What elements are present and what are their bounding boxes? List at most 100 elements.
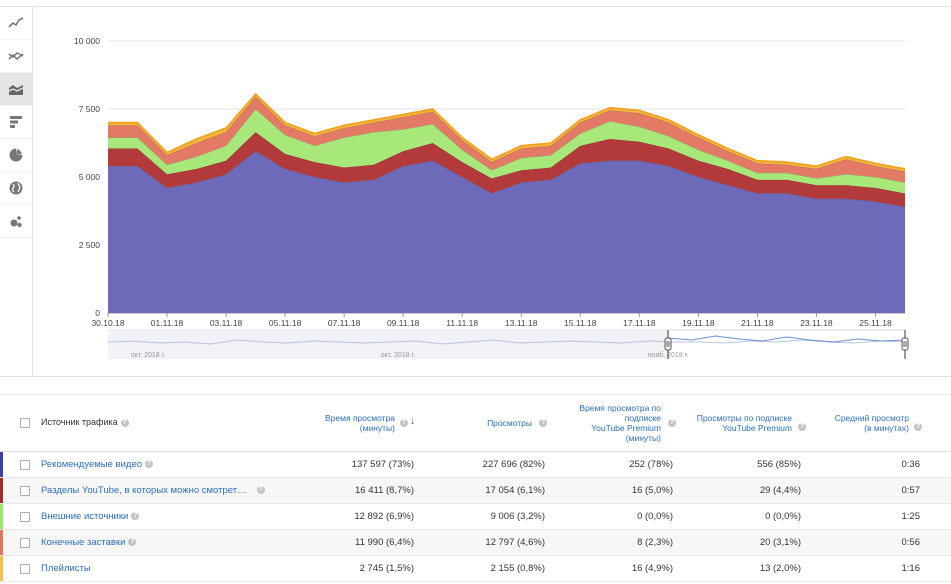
row-checkbox[interactable]	[20, 460, 30, 470]
source-link[interactable]: Конечные заставки?	[41, 537, 137, 548]
y-tick-label: 5 000	[79, 172, 101, 182]
line-chart-icon	[8, 17, 24, 28]
series-color-bar	[0, 556, 3, 581]
views-cell: 17 054 (6,1%)	[485, 485, 545, 496]
premium-views-column-header[interactable]: Просмотры по подписке YouTube Premium	[696, 413, 792, 433]
x-tick-label: 23.11.18	[800, 318, 833, 328]
stacked-area-chart-icon	[8, 85, 24, 95]
y-tick-label: 0	[95, 308, 100, 318]
source-link[interactable]: Рекомендуемые видео?	[41, 459, 154, 470]
navigator-selected-line	[667, 335, 906, 343]
help-icon[interactable]: ?	[798, 423, 806, 431]
x-tick-label: 11.11.18	[446, 318, 478, 328]
chart-type-sidebar	[0, 6, 33, 377]
views-cell: 12 797 (4,6%)	[485, 537, 545, 548]
watch-time-cell: 16 411 (8,7%)	[355, 485, 414, 496]
series-color-bar	[0, 452, 3, 477]
help-icon[interactable]: ?	[400, 419, 408, 427]
bar-chart-button[interactable]	[0, 106, 32, 139]
globe-icon	[9, 181, 23, 195]
table-row: Рекомендуемые видео? 137 597 (73%) 227 6…	[0, 452, 951, 478]
source-link[interactable]: Внешние источники?	[41, 511, 140, 522]
help-icon[interactable]: ?	[128, 538, 137, 547]
help-icon[interactable]: ?	[256, 486, 265, 495]
top-border	[32, 6, 951, 7]
table-header: Источник трафика? Время просмотра (минут…	[0, 394, 951, 452]
views-column-header[interactable]: Просмотры	[487, 418, 532, 428]
x-tick-label: 15.11.18	[564, 318, 597, 328]
multi-line-chart-icon	[8, 52, 24, 61]
x-tick-label: 09.11.18	[387, 318, 420, 328]
pie-chart-button[interactable]	[0, 139, 32, 172]
avg-view-cell: 0:57	[901, 485, 921, 496]
area-series-3	[108, 96, 905, 183]
watch-time-cell: 12 892 (6,9%)	[354, 511, 414, 522]
help-icon[interactable]: ?	[120, 418, 129, 427]
views-cell: 9 006 (3,2%)	[490, 511, 545, 522]
premium-views-cell: 556 (85%)	[757, 459, 801, 470]
source-link[interactable]: Разделы YouTube, в которых можно смотрет…	[41, 485, 265, 496]
select-all-checkbox[interactable]	[20, 418, 30, 428]
x-tick-label: 05.11.18	[269, 318, 302, 328]
help-icon[interactable]: ?	[668, 419, 676, 427]
premium-views-cell: 13 (2,0%)	[759, 563, 801, 574]
navigator-handle[interactable]	[664, 337, 672, 351]
premium-time-cell: 16 (4,9%)	[631, 563, 673, 574]
x-tick-label: 19.11.18	[682, 318, 715, 328]
help-icon[interactable]: ?	[145, 460, 154, 469]
multi-line-chart-button[interactable]	[0, 40, 32, 73]
line-chart-button[interactable]	[0, 7, 32, 40]
area-series-line-3	[108, 96, 906, 172]
avg-view-column-header[interactable]: Средний просмотр (в минутах)	[834, 413, 909, 433]
x-tick-label: 03.11.18	[210, 318, 243, 328]
avg-view-cell: 1:16	[901, 563, 921, 574]
globe-button[interactable]	[0, 172, 32, 205]
x-tick-label: 17.11.18	[623, 318, 656, 328]
help-icon[interactable]: ?	[539, 419, 547, 427]
watch-time-column-header[interactable]: Время просмотра (минуты)	[325, 413, 395, 433]
bar-chart-icon	[10, 116, 22, 128]
x-tick-label: 25.11.18	[859, 318, 892, 328]
y-tick-label: 10 000	[74, 36, 100, 46]
help-icon[interactable]: ?	[914, 423, 922, 431]
premium-time-cell: 16 (5,0%)	[631, 485, 673, 496]
row-checkbox[interactable]	[20, 564, 30, 574]
table-row: Плейлисты 2 745 (1,5%) 2 155 (0,8%) 16 (…	[0, 556, 951, 582]
source-link[interactable]: Плейлисты	[41, 563, 91, 574]
x-tick-label: 07.11.18	[328, 318, 361, 328]
premium-watch-time-column-header[interactable]: Время просмотра по подписке YouTube Prem…	[579, 403, 661, 443]
row-checkbox[interactable]	[20, 538, 30, 548]
pie-chart-icon	[9, 148, 23, 162]
premium-time-cell: 252 (78%)	[629, 459, 673, 470]
y-tick-label: 7 500	[79, 104, 101, 114]
sort-desc-icon[interactable]: ↓	[410, 416, 415, 427]
series-color-bar	[0, 504, 3, 529]
help-icon[interactable]: ?	[131, 512, 140, 521]
views-cell: 2 155 (0,8%)	[490, 563, 545, 574]
navigator-date-label: окт. 2018 г.	[131, 352, 166, 359]
navigator-handle[interactable]	[901, 337, 909, 351]
views-cell: 227 696 (82%)	[482, 459, 545, 470]
navigator-date-label: окт. 2018 г.	[381, 352, 416, 359]
table-row: Разделы YouTube, в которых можно смотрет…	[0, 478, 951, 504]
table-row: Конечные заставки? 11 990 (6,4%) 12 797 …	[0, 530, 951, 556]
bubble-chart-icon	[10, 216, 22, 228]
navigator-shaded-range	[108, 330, 668, 359]
row-checkbox[interactable]	[20, 486, 30, 496]
premium-time-cell: 8 (2,3%)	[637, 537, 673, 548]
row-checkbox[interactable]	[20, 512, 30, 522]
series-color-bar	[0, 478, 3, 503]
series-color-bar	[0, 530, 3, 555]
x-tick-label: 01.11.18	[151, 318, 184, 328]
area-series-2	[108, 109, 905, 194]
watch-time-cell: 137 597 (73%)	[351, 459, 414, 470]
watch-time-cell: 2 745 (1,5%)	[359, 563, 414, 574]
premium-views-cell: 20 (3,1%)	[759, 537, 801, 548]
x-tick-label: 21.11.18	[741, 318, 774, 328]
bubble-chart-button[interactable]	[0, 205, 32, 238]
chart-area: 0 2 500 5 000 7 500 10 000 30.10.18 01.11.18 03…	[33, 7, 951, 377]
area-series-0	[108, 151, 905, 313]
x-tick-label: 30.10.18	[91, 318, 124, 328]
stacked-area-chart-button[interactable]	[0, 73, 32, 106]
avg-view-cell: 1:25	[901, 511, 921, 522]
